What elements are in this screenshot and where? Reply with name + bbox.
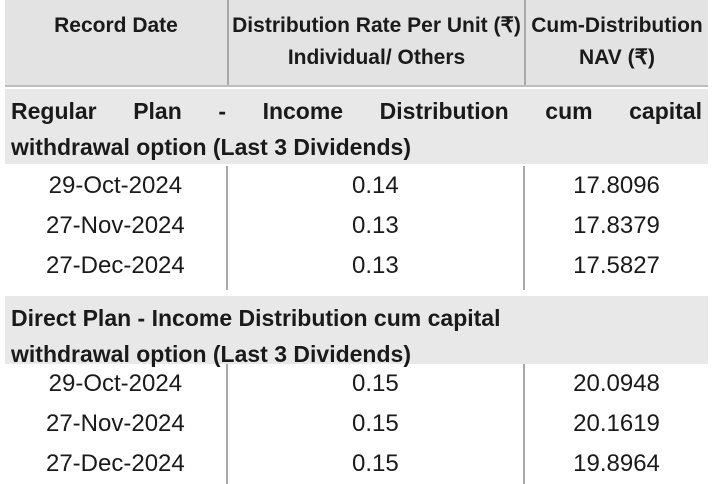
- table-cell-nav: 19.8964: [573, 450, 660, 477]
- rate-column: 0.14 0.13 0.13: [225, 166, 523, 290]
- header-nav-line2: NAV (₹): [579, 46, 655, 69]
- table-cell-rate: 0.15: [352, 450, 399, 477]
- section-title-line1: Direct Plan - Income Distribution cum ca…: [11, 305, 501, 331]
- table-cell-rate: 0.14: [352, 172, 399, 199]
- date-column: 29-Oct-2024 27-Nov-2024 27-Dec-2024: [5, 364, 226, 484]
- table-cell-date: 29-Oct-2024: [48, 370, 183, 397]
- table-cell-date: 27-Dec-2024: [45, 450, 185, 477]
- header-rate-line2: Individual/ Others: [287, 46, 466, 69]
- header-distribution-rate: Distribution Rate Per Unit (₹) Individua…: [227, 0, 524, 85]
- table-header: Record Date Distribution Rate Per Unit (…: [5, 0, 708, 87]
- header-record-date-label: Record Date: [54, 14, 178, 37]
- rate-column: 0.15 0.15 0.15: [225, 364, 523, 484]
- section-title-line2: withdrawal option (Last 3 Dividends): [11, 341, 411, 367]
- table-cell-nav: 17.8379: [573, 212, 660, 239]
- table-cell-nav: 20.1619: [573, 410, 660, 437]
- table-cell-date: 27-Dec-2024: [45, 252, 185, 279]
- nav-column: 17.8096 17.8379 17.5827: [523, 166, 708, 290]
- table-cell-rate: 0.13: [352, 252, 399, 279]
- table-cell-date: 29-Oct-2024: [48, 172, 183, 199]
- section-title-line1: Regular Plan - Income Distribution cum c…: [11, 98, 702, 124]
- section-title-line2: withdrawal option (Last 3 Dividends): [11, 134, 411, 160]
- table-cell-date: 27-Nov-2024: [45, 212, 185, 239]
- date-column: 29-Oct-2024 27-Nov-2024 27-Dec-2024: [5, 166, 226, 290]
- header-rate-line1: Distribution Rate Per Unit (₹): [232, 14, 521, 37]
- table-cell-date: 27-Nov-2024: [45, 410, 185, 437]
- dividend-table: Record Date Distribution Rate Per Unit (…: [5, 0, 708, 484]
- nav-column: 20.0948 20.1619 19.8964: [523, 364, 708, 484]
- section-title-regular-plan: Regular Plan - Income Distribution cum c…: [5, 89, 708, 164]
- section-title-direct-plan: Direct Plan - Income Distribution cum ca…: [5, 296, 708, 367]
- regular-plan-rows: 29-Oct-2024 27-Nov-2024 27-Dec-2024 0.14…: [5, 164, 708, 290]
- header-record-date: Record Date: [5, 0, 227, 85]
- header-cum-nav: Cum-Distribution NAV (₹): [524, 0, 708, 85]
- table-cell-rate: 0.15: [352, 370, 399, 397]
- table-cell-nav: 17.5827: [573, 252, 660, 279]
- table-cell-nav: 20.0948: [573, 370, 660, 397]
- header-nav-line1: Cum-Distribution: [531, 14, 703, 37]
- table-cell-nav: 17.8096: [573, 172, 660, 199]
- direct-plan-rows: 29-Oct-2024 27-Nov-2024 27-Dec-2024 0.15…: [5, 364, 708, 484]
- table-cell-rate: 0.15: [352, 410, 399, 437]
- table-cell-rate: 0.13: [352, 212, 399, 239]
